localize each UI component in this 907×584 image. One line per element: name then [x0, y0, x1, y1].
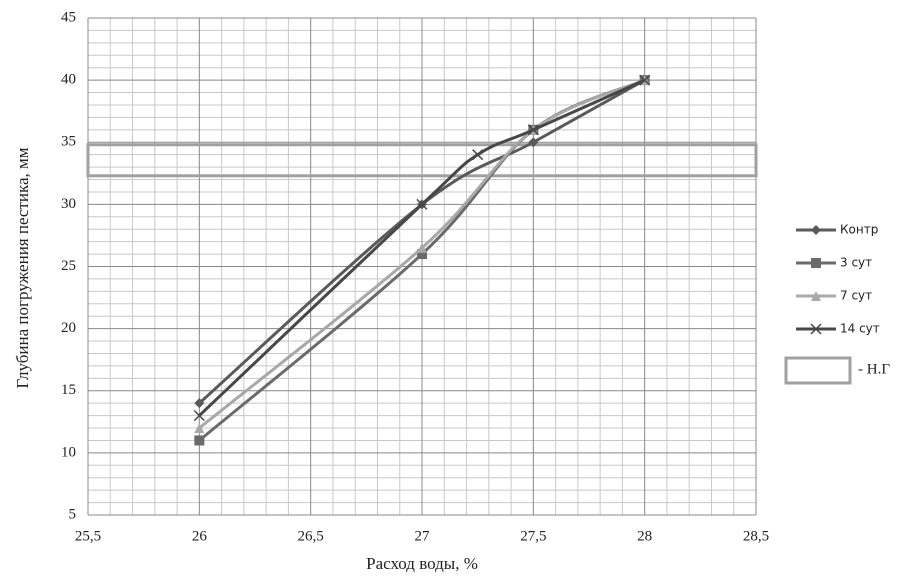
- y-tick-label: 45: [61, 9, 76, 25]
- legend-label: Контр: [840, 223, 878, 237]
- marker: [416, 198, 428, 210]
- x-tick-label: 28,5: [743, 528, 769, 544]
- marker: [417, 242, 427, 253]
- x-tick-label: 27,5: [520, 528, 546, 544]
- marker: [417, 249, 427, 260]
- x-tick-label: 28: [637, 528, 652, 544]
- marker: [810, 323, 822, 335]
- marker: [811, 258, 821, 268]
- legend-label: - Н.Г: [858, 361, 890, 377]
- x-axis-title: Расход воды, %: [366, 554, 478, 573]
- y-tick-label: 30: [61, 196, 76, 212]
- marker: [194, 435, 205, 446]
- y-tick-label: 20: [61, 320, 76, 336]
- band: [86, 143, 758, 178]
- legend-label: 3 сут: [840, 256, 872, 270]
- y-tick-label: 25: [61, 258, 76, 274]
- y-axis-title: Глубина погружения пестика, мм: [13, 147, 32, 388]
- x-tick-label: 25,5: [75, 528, 101, 544]
- x-tick-label: 26,5: [298, 528, 324, 544]
- marker: [194, 423, 205, 434]
- legend-label: 14 сут: [840, 322, 880, 336]
- marker: [811, 291, 821, 301]
- series-line: [198, 78, 646, 430]
- marker: [193, 410, 205, 422]
- marker: [811, 225, 821, 235]
- y-tick-label: 10: [61, 444, 76, 460]
- series-line: [198, 78, 646, 417]
- y-tick-label: 15: [61, 382, 76, 398]
- y-tick-label: 40: [61, 72, 76, 88]
- series-line: [198, 78, 646, 405]
- legend-label: 7 сут: [840, 289, 872, 303]
- marker: [639, 74, 651, 86]
- marker: [528, 137, 539, 148]
- legend-band-swatch: [784, 356, 852, 385]
- y-tick-label: 5: [69, 506, 77, 522]
- x-tick-label: 27: [415, 528, 431, 544]
- marker: [194, 398, 205, 409]
- marker: [472, 149, 484, 161]
- y-tick-label: 35: [61, 134, 76, 150]
- x-tick-label: 26: [192, 528, 208, 544]
- marker: [527, 124, 539, 136]
